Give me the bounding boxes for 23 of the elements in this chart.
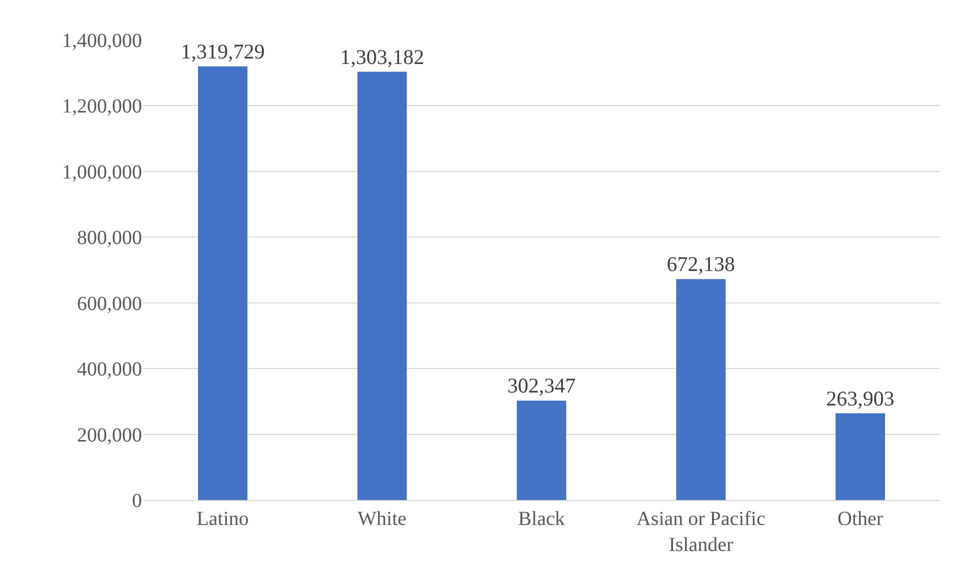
x-tick-label: Black: [518, 508, 565, 530]
data-label: 1,303,182: [340, 44, 424, 69]
x-tick-label: Other: [838, 508, 884, 530]
data-label: 302,347: [507, 374, 576, 398]
y-tick-label: 1,200,000: [62, 96, 142, 118]
y-tick-label: 1,000,000: [62, 161, 142, 184]
data-label: 1,319,729: [180, 39, 265, 64]
bar: [357, 72, 407, 500]
y-tick-label: 600,000: [77, 292, 142, 315]
data-label: 263,903: [826, 386, 894, 410]
bar: [198, 66, 248, 500]
y-tick-label: 1,400,000: [62, 30, 142, 52]
bar: [516, 400, 566, 500]
y-tick-label: 800,000: [77, 227, 142, 250]
bar: [676, 279, 726, 500]
x-tick-label: Asian or Pacific Islander: [636, 508, 766, 556]
y-tick-label: 0: [132, 490, 142, 512]
y-tick-label: 400,000: [77, 358, 142, 381]
data-label: 672,138: [666, 252, 736, 276]
y-tick-label: 200,000: [77, 424, 142, 446]
x-tick-label: White: [358, 508, 407, 530]
x-tick-label: Latino: [196, 508, 249, 530]
bar: [836, 413, 886, 500]
